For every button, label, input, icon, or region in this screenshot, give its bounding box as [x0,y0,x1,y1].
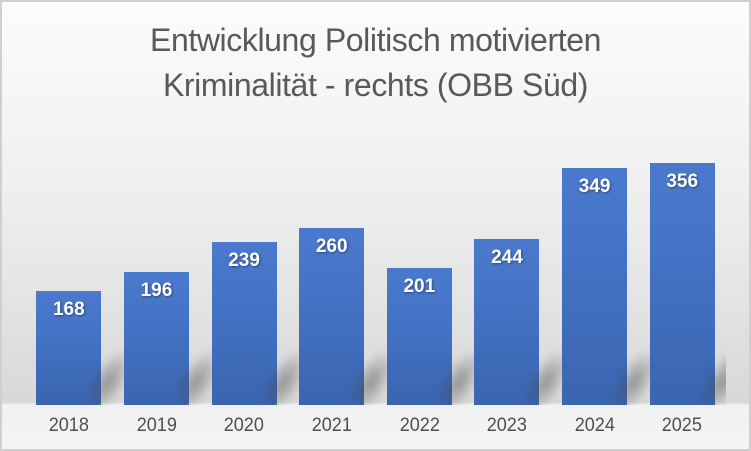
bar-slot: 260 [288,133,376,405]
bar-2023: 244 [474,239,540,405]
chart-title: Entwicklung Politisch motivierten Krimin… [2,18,749,108]
x-tick-label-2022: 2022 [399,415,440,436]
chart-title-line1: Entwicklung Politisch motivierten [150,22,601,58]
bar-2022: 201 [386,268,452,405]
bar-value-label: 356 [666,171,699,192]
x-axis: 2018 2019 2020 2021 2022 2023 2024 2025 [25,415,726,437]
x-tick-label-2025: 2025 [662,415,703,436]
bar-slot: 196 [113,133,201,405]
plot-area: 168 196 239 260 201 244 349 356 [25,133,726,405]
bar-value-label: 260 [315,236,348,257]
bar-slot: 239 [200,133,288,405]
bar-slot: 349 [551,133,639,405]
bar-value-label: 244 [491,247,523,268]
bar-slot: 244 [463,133,551,405]
x-tick-label-2019: 2019 [136,415,177,436]
bar-slot: 356 [638,133,726,405]
bar-2019: 196 [123,272,189,405]
bar-2021: 260 [299,228,365,405]
bar-value-label: 201 [403,276,436,297]
bar-slot: 168 [25,133,113,405]
bar-slot: 201 [376,133,464,405]
bar-2018: 168 [36,291,102,405]
bar-2025: 356 [649,163,715,405]
x-tick-label-2024: 2024 [574,415,615,436]
x-tick-label-2023: 2023 [486,415,528,436]
bar-2024: 349 [562,168,628,405]
bar-2020: 239 [211,242,277,405]
x-tick-label-2018: 2018 [48,415,89,436]
x-tick-label-2020: 2020 [223,415,265,436]
x-tick-label-2021: 2021 [311,415,352,436]
chart-title-line2: Kriminalität - rechts (OBB Süd) [162,67,589,103]
bar-value-label: 239 [228,250,260,271]
bar-value-label: 349 [578,176,611,197]
bar-value-label: 168 [52,299,85,320]
bar-value-label: 196 [140,280,173,301]
